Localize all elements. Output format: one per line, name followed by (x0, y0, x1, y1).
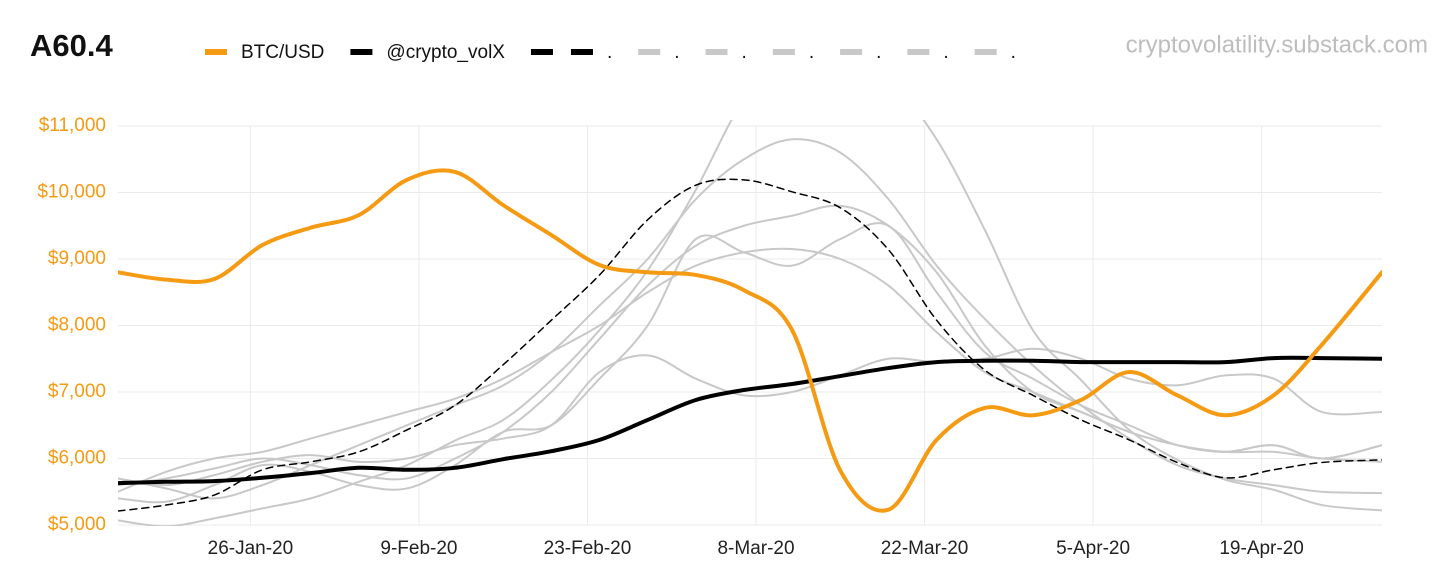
series-line (118, 178, 1382, 512)
legend-label: BTC/USD (241, 42, 324, 63)
watermark: cryptovolatility.substack.com (1126, 31, 1428, 58)
legend-label: @crypto_volX (386, 42, 505, 63)
legend-label: . (809, 42, 814, 63)
series-line (118, 120, 1382, 526)
grid (118, 125, 1382, 526)
x-tick-label: 8-Mar-20 (717, 538, 794, 559)
y-tick-label: $11,000 (39, 115, 106, 136)
y-tick-label: $5,000 (48, 514, 106, 535)
chart-title: A60.4 (30, 28, 113, 63)
series-line (118, 222, 1382, 504)
x-tick-label: 9-Feb-20 (380, 538, 457, 559)
x-tick-label: 19-Apr-20 (1219, 538, 1304, 559)
legend-label: . (1011, 42, 1016, 63)
x-tick-label: 22-Mar-20 (881, 538, 969, 559)
y-tick-label: $8,000 (48, 315, 106, 336)
series-line (118, 138, 1382, 500)
legend-label: . (607, 42, 612, 63)
legend-label: . (943, 42, 948, 63)
y-tick-label: $6,000 (48, 448, 106, 469)
legend-label: . (674, 42, 679, 63)
x-tick-label: 26-Jan-20 (208, 538, 294, 559)
legend: BTC/USD @crypto_volX....... (205, 42, 1016, 63)
series-line (118, 355, 1382, 486)
y-tick-label: $7,000 (48, 381, 106, 402)
legend-label: . (876, 42, 881, 63)
y-tick-label: $10,000 (37, 182, 106, 203)
x-tick-label: 5-Apr-20 (1056, 538, 1130, 559)
legend-label: . (742, 42, 747, 63)
x-tick-label: 23-Feb-20 (544, 538, 632, 559)
series-line (118, 168, 1382, 513)
plot-lines (118, 120, 1382, 526)
y-tick-label: $9,000 (48, 248, 106, 269)
